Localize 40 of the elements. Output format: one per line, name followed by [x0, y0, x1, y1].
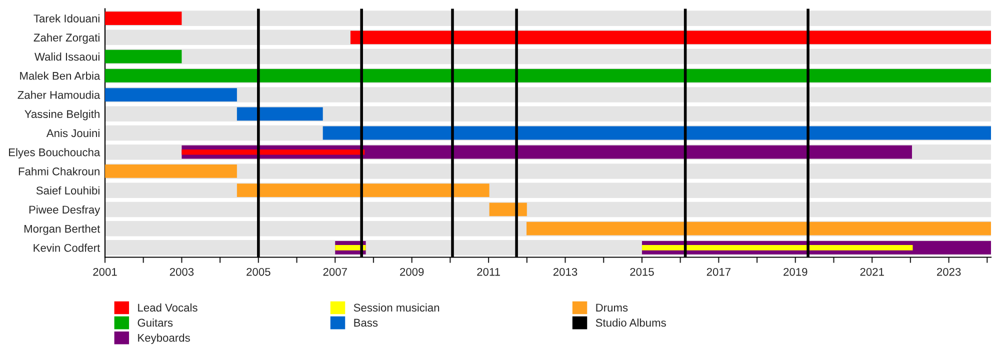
legend-label: Session musician	[354, 303, 440, 312]
x-tick-label: 2007	[323, 268, 347, 276]
y-tick-label: Walid Issaoui	[34, 52, 100, 61]
y-tick-label: Tarek Idouani	[34, 14, 100, 22]
bar	[335, 245, 366, 250]
y-tick-label: Piwee Desfray	[29, 205, 100, 216]
legend-label: Studio Albums	[596, 318, 666, 327]
x-tick-label: 2005	[246, 268, 270, 276]
bar	[105, 12, 182, 25]
y-tick-label: Yassine Belgith	[24, 110, 100, 120]
x-tick-label: 2015	[630, 268, 654, 276]
bar	[236, 184, 490, 198]
x-tick-label: 2017	[706, 268, 730, 276]
x-tick-label: 2003	[170, 268, 194, 276]
legend-label: Bass	[354, 318, 378, 327]
y-tick-label: Elyes Bouchoucha	[9, 148, 100, 158]
y-tick-label: Morgan Berthet	[24, 224, 100, 235]
legend-label: Guitars	[138, 318, 173, 327]
y-tick-label: Zaher Zorgati	[34, 33, 100, 44]
x-tick-label: 2021	[860, 268, 884, 276]
bar	[642, 245, 913, 250]
y-tick-label: Anis Jouini	[46, 128, 100, 138]
y-tick-label: Malek Ben Arbia	[20, 72, 100, 80]
y-tick-label: Saief Louhibi	[36, 186, 100, 194]
y-tick-label: Fahmi Chakroun	[18, 167, 100, 176]
bar	[105, 50, 182, 64]
x-tick-label: 2001	[93, 268, 117, 276]
bar	[105, 164, 237, 178]
x-tick-label: 2023	[937, 268, 961, 276]
x-tick-label: 2009	[400, 268, 424, 276]
y-tick-label: Zaher Hamoudia	[18, 90, 100, 99]
y-tick-label: Kevin Codfert	[34, 244, 100, 252]
legend-label: Keyboards	[138, 334, 190, 344]
bar	[236, 107, 323, 121]
legend-label: Lead Vocals	[138, 303, 198, 312]
legend-label: Drums	[596, 304, 628, 312]
x-tick-label: 2011	[477, 268, 500, 276]
x-tick-label: 2013	[553, 268, 578, 276]
bar	[105, 88, 237, 102]
x-tick-label: 2019	[784, 268, 808, 276]
